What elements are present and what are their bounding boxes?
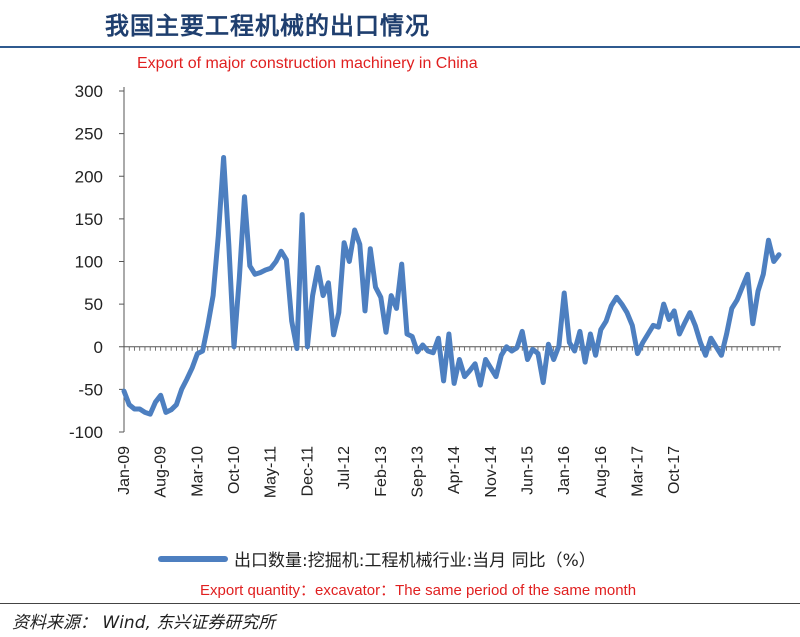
- y-tick-label: 200: [75, 167, 103, 186]
- series-line-excavator-export: [121, 155, 782, 417]
- y-axis-ticks: -100 -50 0 50 100 150 200 250 300: [69, 82, 124, 442]
- x-tick-label: Nov-14: [483, 446, 500, 498]
- x-tick-label: May-11: [263, 446, 280, 498]
- page-title: 我国主要工程机械的出口情况: [105, 12, 430, 40]
- y-tick-label: -50: [78, 380, 103, 399]
- title-divider: [0, 46, 800, 48]
- y-tick-label: 100: [75, 253, 103, 272]
- x-tick-label: Jan-09: [116, 446, 133, 495]
- legend-swatch: [158, 556, 228, 562]
- x-tick-label: Jul-12: [336, 446, 353, 490]
- y-tick-label: -100: [69, 423, 103, 442]
- chart-series: [121, 155, 782, 417]
- x-tick-label: Sep-13: [409, 446, 426, 498]
- legend-english-annotation: Export quantity：excavator：The same perio…: [200, 582, 637, 599]
- line-chart: -100 -50 0 50 100 150 200 250 300 Jan-09 Aug-09 Ma…: [69, 82, 782, 498]
- x-tick-label: Aug-09: [153, 446, 170, 498]
- x-tick-label: Apr-14: [446, 446, 463, 494]
- y-tick-label: 50: [84, 295, 103, 314]
- english-subtitle: Export of major construction machinery i…: [137, 55, 478, 72]
- legend-label: 出口数量:挖掘机:工程机械行业:当月 同比（%）: [234, 551, 596, 571]
- footer-divider: [0, 603, 800, 604]
- x-tick-label: Mar-10: [189, 446, 206, 497]
- x-tick-label: Oct-10: [226, 446, 243, 494]
- y-tick-label: 150: [75, 210, 103, 229]
- x-tick-label: Dec-11: [299, 446, 316, 496]
- y-tick-label: 0: [94, 338, 103, 357]
- x-tick-label: Aug-16: [593, 446, 610, 498]
- y-tick-label: 250: [75, 125, 103, 144]
- x-tick-label: Feb-13: [373, 446, 390, 497]
- x-tick-label: Jun-15: [519, 446, 536, 495]
- x-tick-label: Oct-17: [666, 446, 683, 494]
- x-tick-label: Mar-17: [630, 446, 647, 497]
- x-tick-label: Jan-16: [556, 446, 573, 495]
- x-axis-ticks: Jan-09 Aug-09 Mar-10 Oct-10 May-11 Dec-11 Jul-…: [116, 346, 780, 498]
- y-tick-label: 300: [75, 82, 103, 101]
- source-note: 资料来源： Wind, 东兴证券研究所: [12, 613, 276, 633]
